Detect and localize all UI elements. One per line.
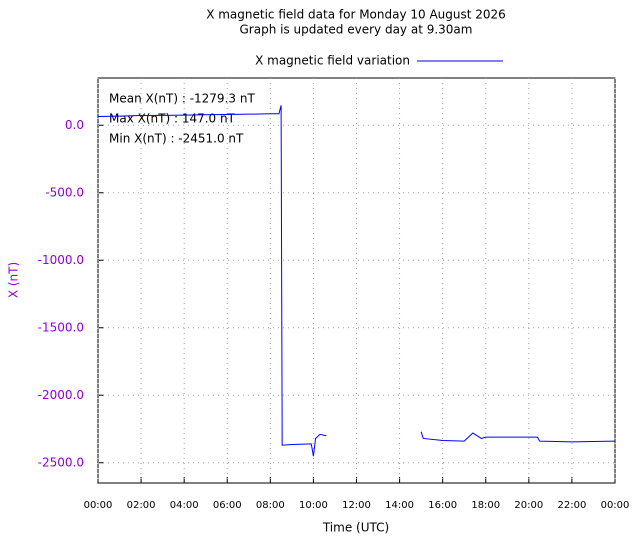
x-tick-label: 14:00 bbox=[385, 500, 414, 511]
x-tick-label: 00:00 bbox=[84, 500, 113, 511]
x-tick-label: 22:00 bbox=[558, 500, 587, 511]
x-tick-label: 06:00 bbox=[213, 500, 242, 511]
x-tick-label: 20:00 bbox=[514, 500, 543, 511]
x-tick-label: 10:00 bbox=[299, 500, 328, 511]
annotation: Max X(nT) : 147.0 nT bbox=[109, 112, 236, 126]
annotation: Min X(nT) : -2451.0 nT bbox=[109, 132, 244, 146]
y-tick-label: 0.0 bbox=[65, 118, 84, 132]
chart-subtitle: Graph is updated every day at 9.30am bbox=[240, 23, 473, 37]
x-axis-label: Time (UTC) bbox=[322, 521, 389, 535]
y-tick-label: -1000.0 bbox=[38, 253, 84, 267]
annotation: Mean X(nT) : -1279.3 nT bbox=[109, 92, 255, 106]
x-tick-label: 12:00 bbox=[342, 500, 371, 511]
data-line bbox=[97, 105, 616, 457]
y-axis-label: X (nT) bbox=[7, 262, 21, 298]
y-tick-label: -500.0 bbox=[45, 185, 84, 199]
y-tick-label: -1500.0 bbox=[38, 320, 84, 334]
x-tick-label: 08:00 bbox=[256, 500, 285, 511]
x-tick-label: 16:00 bbox=[428, 500, 457, 511]
legend-label: X magnetic field variation bbox=[255, 54, 410, 68]
x-tick-label: 18:00 bbox=[471, 500, 500, 511]
x-tick-label: 00:00 bbox=[601, 500, 630, 511]
y-tick-label: -2000.0 bbox=[38, 388, 84, 402]
y-tick-label: -2500.0 bbox=[38, 455, 84, 469]
x-tick-label: 04:00 bbox=[170, 500, 199, 511]
x-tick-label: 02:00 bbox=[127, 500, 156, 511]
chart-title: X magnetic field data for Monday 10 Augu… bbox=[206, 8, 506, 22]
